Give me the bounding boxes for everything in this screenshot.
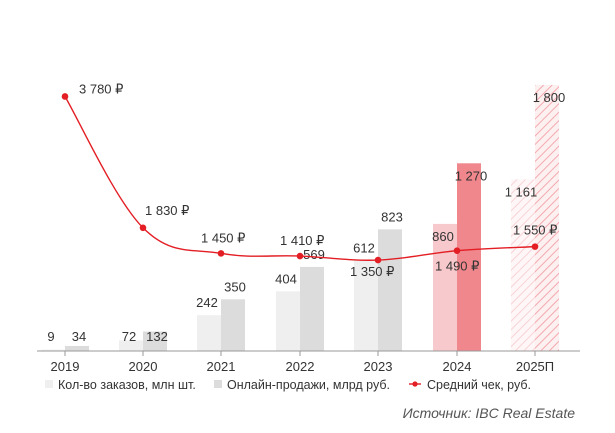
legend: Кол-во заказов, млн шт. Онлайн-продажи, м… [45, 378, 531, 392]
legend-label-sales: Онлайн-продажи, млрд руб. [227, 378, 390, 392]
legend-label-orders: Кол-во заказов, млн шт. [58, 378, 196, 392]
label-avg-2022: 1 410 ₽ [280, 233, 324, 248]
tick-label-2022: 2022 [286, 359, 315, 374]
bar-sales-2020 [143, 331, 167, 351]
label-avg-2024: 1 490 ₽ [435, 259, 479, 274]
bar-orders-2024 [433, 223, 457, 351]
legend-swatch-sales [214, 380, 222, 388]
legend-point-avg [412, 381, 418, 387]
label-sales-2025П: 1 800 [533, 90, 566, 105]
point-avg-2024 [453, 247, 461, 254]
tick-label-2021: 2021 [207, 359, 236, 374]
point-avg-2023 [374, 256, 382, 264]
label-sales-2021: 350 [224, 279, 246, 294]
tick-label-2019: 2019 [51, 359, 80, 374]
bar-orders-2022 [276, 291, 300, 351]
bar-orders-2025П [511, 179, 535, 351]
bar-sales-2023 [378, 229, 402, 351]
bar-sales-2024 [457, 163, 481, 351]
label-avg-2021: 1 450 ₽ [201, 230, 245, 245]
label-avg-2020: 1 830 ₽ [145, 203, 189, 218]
line-series: 3 780 ₽ 1 830 ₽ 1 450 ₽ 1 410 ₽ 1 350 ₽ 1 490… [61, 81, 557, 279]
bar-orders-2020 [119, 340, 143, 351]
label-sales-2019: 34 [72, 329, 86, 344]
point-avg-2019 [61, 93, 69, 100]
label-sales-2020: 132 [146, 329, 168, 344]
bar-sales-2022 [300, 266, 324, 351]
label-orders-2021: 242 [196, 295, 218, 310]
label-sales-2023: 823 [381, 209, 403, 224]
bar-orders-2023 [354, 260, 378, 351]
label-avg-2025П: 1 550 ₽ [513, 223, 557, 238]
label-orders-2019: 9 [47, 329, 54, 344]
source-note: Источник: IBC Real Estate [402, 405, 575, 421]
tick-label-2024: 2024 [443, 359, 472, 374]
bar-sales-2025П [535, 84, 559, 351]
label-sales-2024: 1 270 [455, 168, 488, 183]
bar-sales-2021 [221, 299, 245, 351]
label-orders-2020: 72 [122, 329, 136, 344]
point-avg-2020 [139, 224, 147, 232]
legend-swatch-orders [45, 380, 53, 388]
label-orders-2025П: 1 161 [505, 184, 538, 199]
tick-label-2020: 2020 [129, 359, 158, 374]
tick-label-2023: 2023 [364, 359, 393, 374]
point-avg-2025П [531, 243, 539, 250]
x-axis-ticks: 2019 2020 2021 2022 2023 2024 2025П [51, 351, 554, 374]
label-sales-2022: 569 [303, 247, 325, 262]
point-avg-2021 [217, 250, 225, 257]
label-avg-2023: 1 350 ₽ [350, 264, 394, 279]
tick-label-2025П: 2025П [516, 359, 554, 374]
bar-orders-2019 [41, 349, 65, 351]
point-avg-2022 [296, 252, 304, 260]
legend-label-avg: Средний чек, руб. [427, 378, 531, 392]
bar-sales-2019 [65, 345, 89, 351]
label-orders-2022: 404 [275, 271, 297, 286]
bar-orders-2021 [197, 315, 221, 351]
label-avg-2019: 3 780 ₽ [79, 81, 123, 96]
label-orders-2023: 612 [353, 241, 375, 256]
label-orders-2024: 860 [432, 229, 454, 244]
bars-group: 9 34 72 132 242 350 404 569 612 823 860 1 270 1 161 1… [41, 84, 566, 351]
